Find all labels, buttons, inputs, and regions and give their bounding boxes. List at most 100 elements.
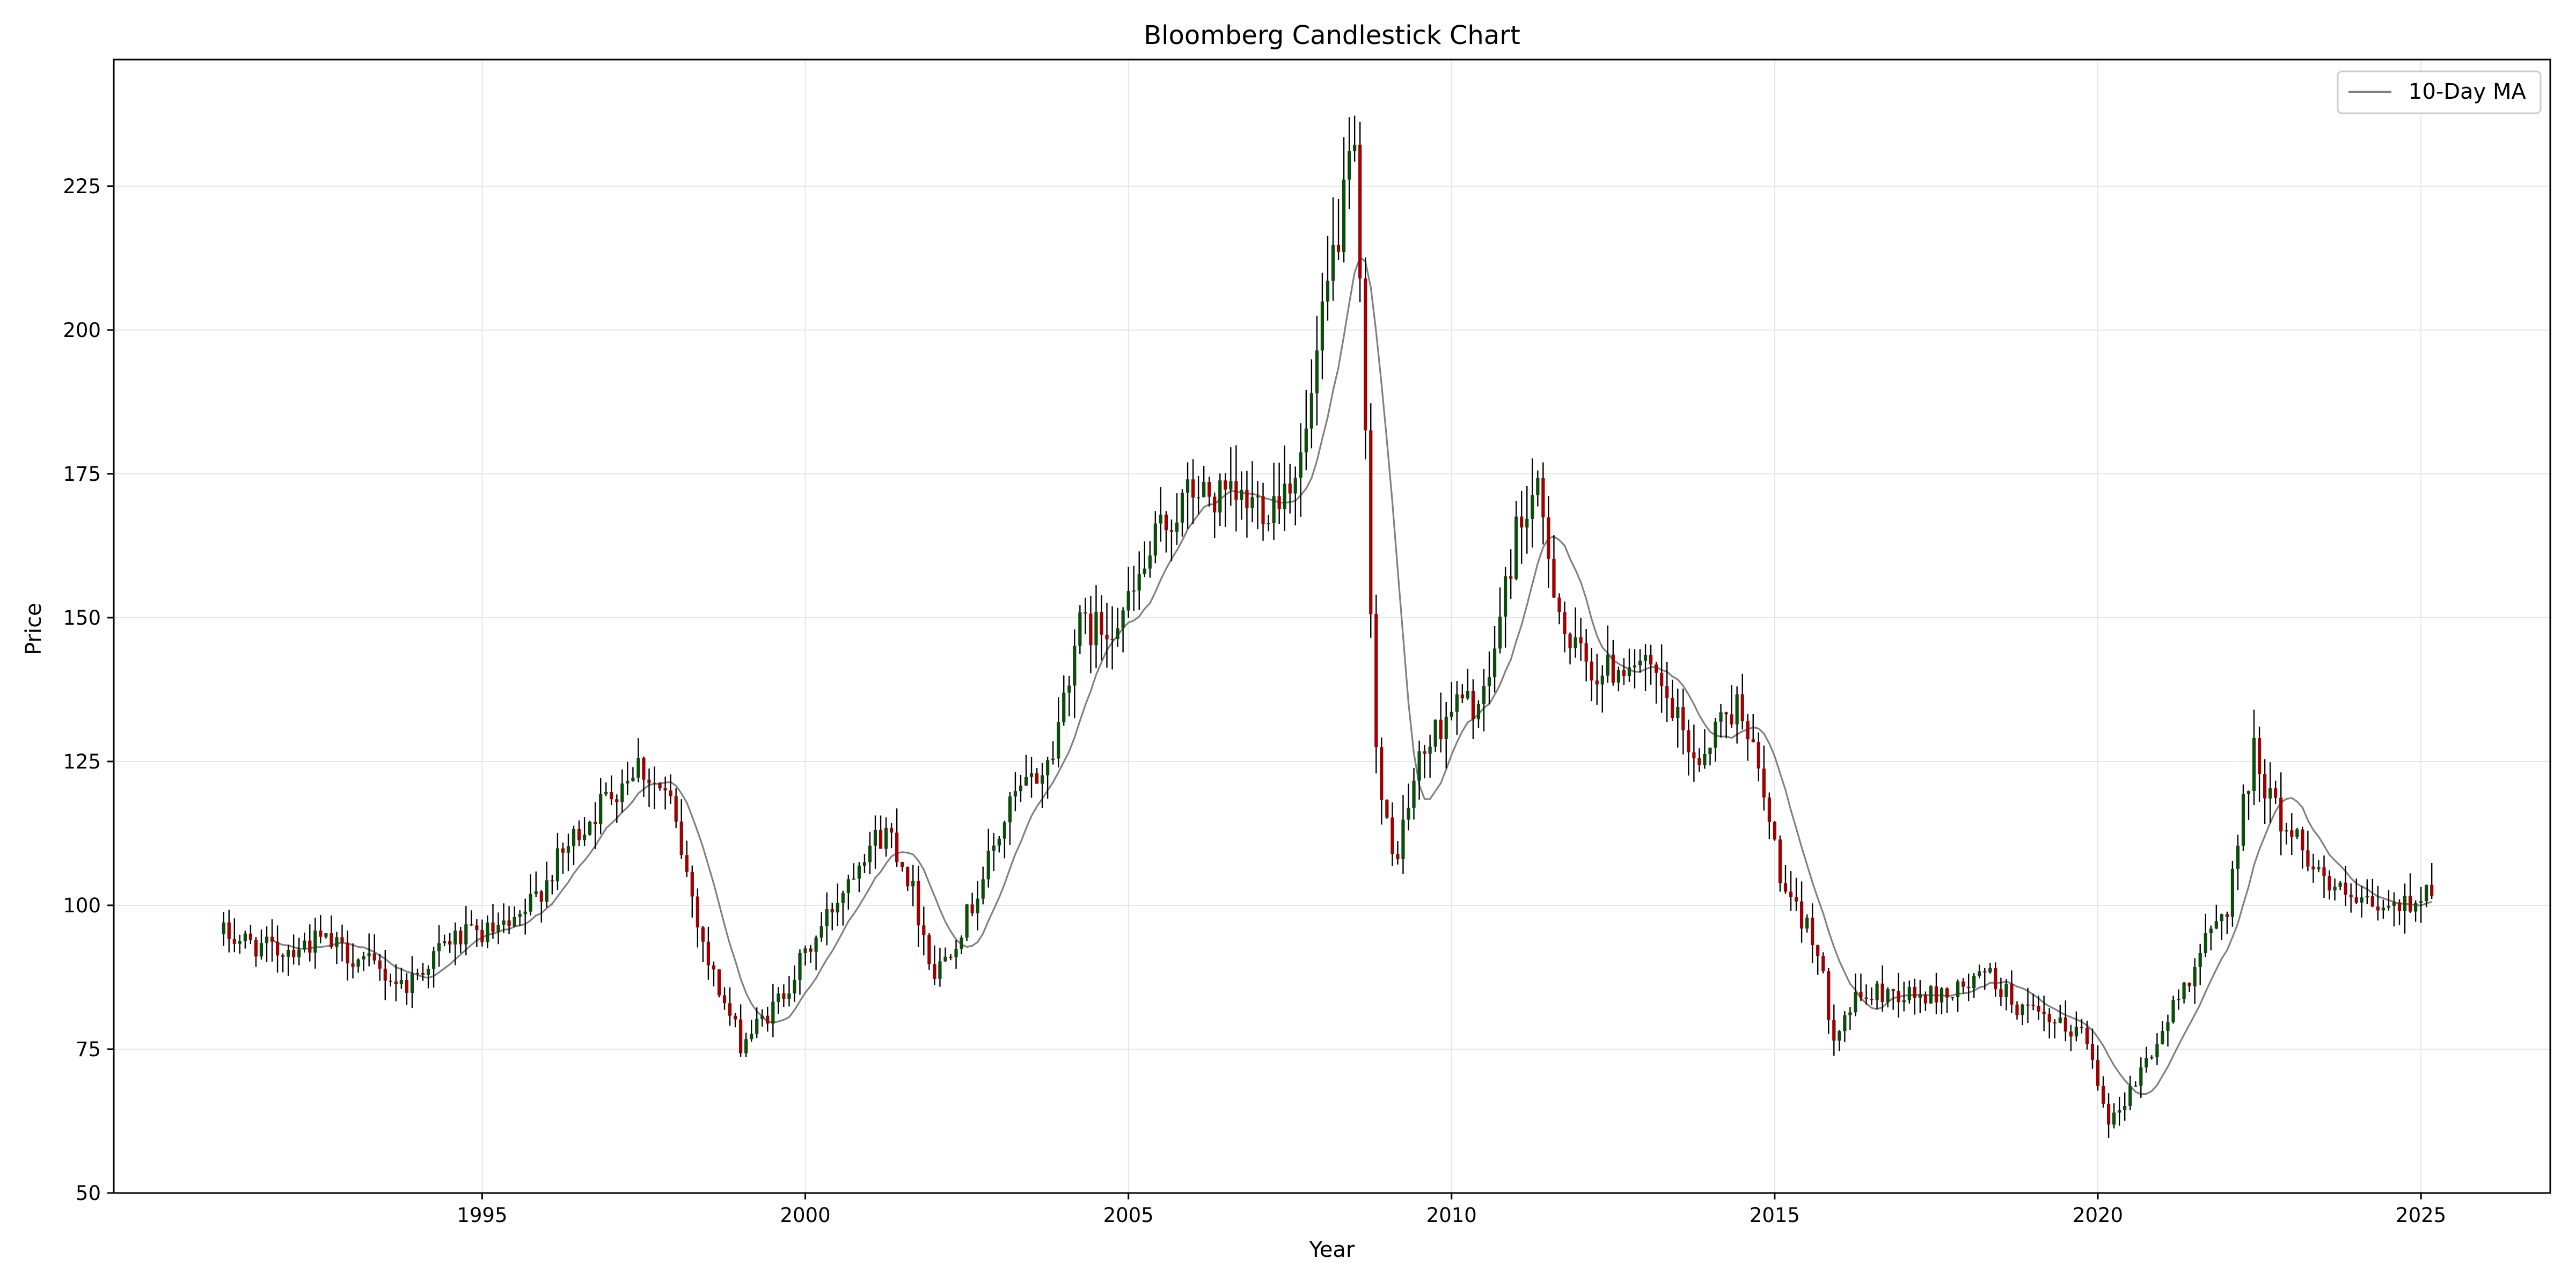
candle-down (2063, 1017, 2067, 1032)
y-axis-label: Price (21, 603, 46, 655)
candle-up (2193, 967, 2197, 986)
candle-up (265, 936, 269, 943)
grid-layer (114, 60, 2550, 1194)
candle-down (2047, 1013, 2051, 1022)
candle-up (1633, 665, 1637, 668)
candle-down (1740, 694, 1744, 721)
candle-down (1380, 747, 1384, 800)
candle-up (2004, 983, 2008, 997)
candle-down (879, 830, 883, 849)
candle-up (437, 943, 441, 952)
candle-up (884, 828, 888, 849)
candle-up (1051, 758, 1055, 760)
candle-down (739, 1019, 743, 1053)
candle-down (1983, 971, 1987, 973)
candle-up (1229, 481, 1233, 490)
candle-up (1029, 773, 1034, 777)
y-tick-label: 125 (63, 750, 101, 773)
candle-up (1638, 661, 1642, 665)
candle-down (340, 937, 344, 943)
candle-down (1967, 986, 1971, 989)
candle-up (2209, 928, 2213, 933)
x-tick-label: 2005 (1103, 1204, 1154, 1227)
candle-up (620, 783, 624, 802)
candle-down (1655, 664, 1658, 673)
candle-down (1724, 712, 1728, 715)
candle-up (529, 894, 532, 912)
candle-up (2419, 901, 2423, 903)
candle-up (2360, 897, 2363, 903)
candle-down (1471, 691, 1475, 720)
candle-down (421, 972, 425, 975)
candle-up (1293, 478, 1297, 494)
candle-up (1067, 685, 1071, 693)
candle-up (1040, 775, 1044, 784)
candle-down (1671, 698, 1674, 719)
candle-down (1811, 917, 1814, 946)
candle-down (917, 881, 920, 926)
candle-down (2301, 829, 2304, 851)
candle-down (1799, 901, 1804, 929)
candle-up (2230, 868, 2235, 917)
candle-up (1525, 518, 1529, 528)
candle-down (949, 956, 953, 958)
candle-down (906, 867, 910, 887)
candle-down (2026, 1004, 2030, 1006)
candle-up (2198, 953, 2202, 967)
candle-up (518, 914, 522, 917)
candle-down (383, 968, 387, 981)
candle-up (862, 862, 867, 866)
candle-up (502, 920, 506, 925)
candle-up (496, 925, 500, 932)
candle-down (685, 855, 689, 872)
candle-up (1078, 612, 1082, 646)
candle-down (706, 941, 711, 965)
candle-down (2101, 1086, 2105, 1104)
candle-up (2241, 794, 2245, 846)
candle-up (852, 879, 855, 880)
candle-up (1256, 496, 1260, 497)
x-tick-label: 2000 (780, 1204, 830, 1227)
candle-up (793, 979, 796, 994)
candle-up (1940, 988, 1944, 1002)
candle-up (938, 961, 942, 979)
candle-down (1105, 634, 1109, 640)
candle-up (1148, 555, 1152, 569)
candle-up (572, 829, 576, 846)
candle-down (1649, 655, 1653, 665)
candle-down (292, 950, 296, 957)
candle-down (1923, 994, 1928, 1004)
candle-down (2106, 1103, 2111, 1125)
candle-up (259, 943, 264, 957)
candle-down (475, 925, 479, 930)
candle-down (594, 822, 597, 824)
candle-up (1600, 675, 1604, 685)
candle-down (330, 933, 333, 947)
candle-up (2155, 1044, 2159, 1058)
x-tick-label: 2010 (1426, 1204, 1477, 1227)
candle-up (2333, 887, 2337, 891)
candle-down (2090, 1044, 2095, 1060)
candle-down (889, 828, 894, 833)
candle-up (1627, 667, 1631, 677)
candle-up (1466, 691, 1470, 699)
x-tick-label: 1995 (457, 1204, 507, 1227)
candle-up (356, 959, 360, 967)
candle-up (1002, 822, 1006, 839)
candle-down (1391, 817, 1394, 854)
candle-down (933, 964, 936, 979)
candle-down (1751, 739, 1755, 742)
candle-down (2080, 1027, 2084, 1028)
candle-up (954, 948, 958, 957)
candle-down (254, 940, 258, 957)
candle-down (1423, 751, 1426, 754)
candle-down (610, 792, 613, 800)
candle-down (319, 930, 323, 937)
candle-up (981, 879, 985, 899)
candle-up (243, 933, 247, 941)
candle-down (346, 942, 349, 964)
candle-up (1153, 523, 1157, 556)
candle-up (1854, 991, 1857, 1013)
candle-up (2145, 1058, 2148, 1067)
